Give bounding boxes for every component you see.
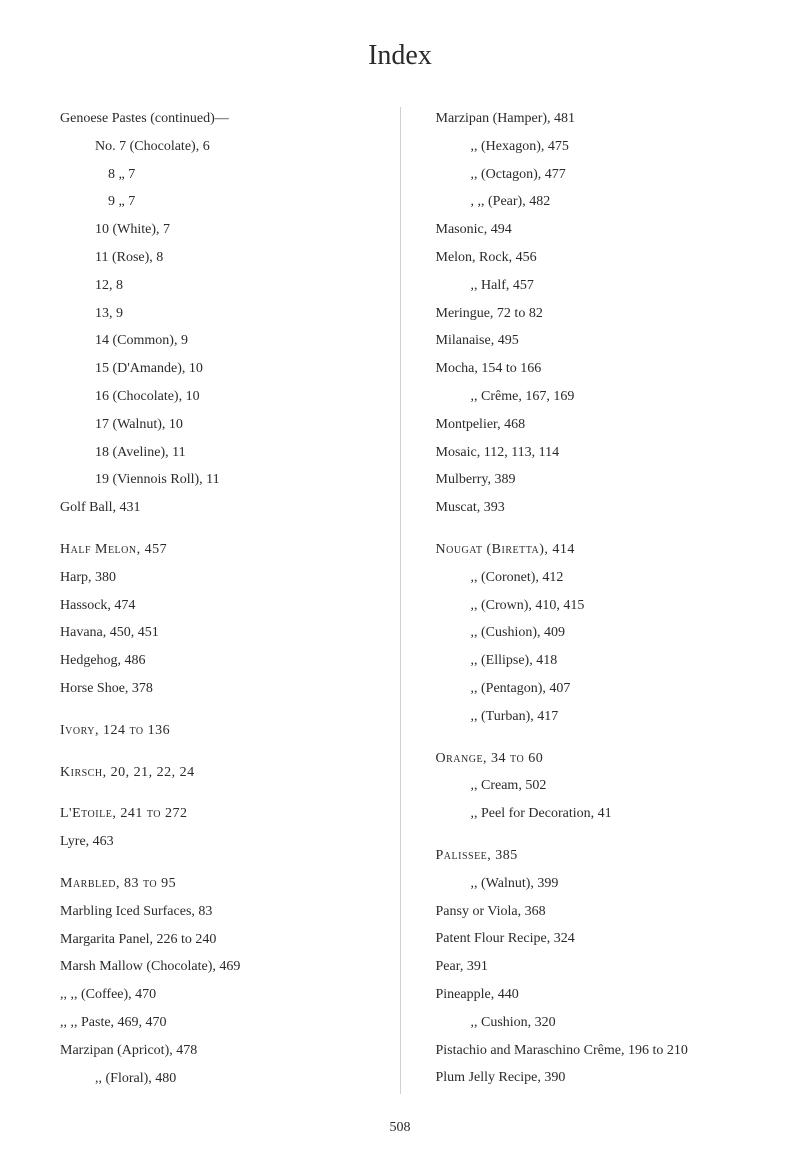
index-entry: Milanaise, 495 <box>436 329 741 353</box>
index-entry: ,, (Coronet), 412 <box>471 566 741 590</box>
index-entry: 11 (Rose), 8 <box>95 246 365 270</box>
index-entry: Muscat, 393 <box>436 496 741 520</box>
index-entry: ,, ,, (Coffee), 470 <box>60 983 365 1007</box>
index-entry: Mosaic, 112, 113, 114 <box>436 441 741 465</box>
page-title: Index <box>60 40 740 72</box>
right-column: Marzipan (Hamper), 481 ,, (Hexagon), 475… <box>436 107 741 1094</box>
index-entry: Mulberry, 389 <box>436 468 741 492</box>
index-entry: Hedgehog, 486 <box>60 649 365 673</box>
index-entry: 14 (Common), 9 <box>95 329 365 353</box>
index-entry: Patent Flour Recipe, 324 <box>436 927 741 951</box>
index-entry: ,, (Hexagon), 475 <box>471 135 741 159</box>
index-entry: Kirsch, 20, 21, 22, 24 <box>60 761 365 785</box>
index-entry: Half Melon, 457 <box>60 538 365 562</box>
index-entry: Pistachio and Maraschino Crême, 196 to 2… <box>436 1039 741 1063</box>
index-entry: Lyre, 463 <box>60 830 365 854</box>
index-entry: Pineapple, 440 <box>436 983 741 1007</box>
index-entry: Hassock, 474 <box>60 594 365 618</box>
index-entry: Montpelier, 468 <box>436 413 741 437</box>
index-entry: 16 (Chocolate), 10 <box>95 385 365 409</box>
index-entry: 19 (Viennois Roll), 11 <box>95 468 365 492</box>
index-entry: 18 (Aveline), 11 <box>95 441 365 465</box>
index-entry: Genoese Pastes (continued)— <box>60 107 365 131</box>
index-entry: Margarita Panel, 226 to 240 <box>60 928 365 952</box>
index-entry: ,, (Turban), 417 <box>471 705 741 729</box>
index-entry: Mocha, 154 to 166 <box>436 357 741 381</box>
index-entry: Marbling Iced Surfaces, 83 <box>60 900 365 924</box>
page-number: 508 <box>390 1120 411 1136</box>
index-entry: Havana, 450, 451 <box>60 621 365 645</box>
index-entry: Plum Jelly Recipe, 390 <box>436 1066 741 1090</box>
index-entry: ,, Cushion, 320 <box>471 1011 741 1035</box>
index-entry: L'Etoile, 241 to 272 <box>60 802 365 826</box>
index-entry: Nougat (Biretta), 414 <box>436 538 741 562</box>
index-entry: Palissee, 385 <box>436 844 741 868</box>
index-entry: Marzipan (Hamper), 481 <box>436 107 741 131</box>
index-entry: Horse Shoe, 378 <box>60 677 365 701</box>
index-entry: Pear, 391 <box>436 955 741 979</box>
index-entry: Marzipan (Apricot), 478 <box>60 1039 365 1063</box>
index-entry: , ,, (Pear), 482 <box>471 190 741 214</box>
index-entry: 13, 9 <box>95 302 365 326</box>
index-entry: Marbled, 83 to 95 <box>60 872 365 896</box>
index-entry: Masonic, 494 <box>436 218 741 242</box>
index-entry: ,, (Ellipse), 418 <box>471 649 741 673</box>
index-entry: 15 (D'Amande), 10 <box>95 357 365 381</box>
index-entry: ,, (Cushion), 409 <box>471 621 741 645</box>
left-column: Genoese Pastes (continued)— No. 7 (Choco… <box>60 107 365 1094</box>
index-entry: 8 „ 7 <box>108 163 365 187</box>
index-columns: Genoese Pastes (continued)— No. 7 (Choco… <box>60 107 740 1094</box>
index-entry: ,, Crême, 167, 169 <box>471 385 741 409</box>
column-divider <box>400 107 401 1094</box>
index-entry: Harp, 380 <box>60 566 365 590</box>
index-entry: ,, (Walnut), 399 <box>471 872 741 896</box>
index-entry: Marsh Mallow (Chocolate), 469 <box>60 955 365 979</box>
index-entry: ,, (Floral), 480 <box>95 1067 365 1091</box>
index-entry: ,, (Pentagon), 407 <box>471 677 741 701</box>
index-entry: Meringue, 72 to 82 <box>436 302 741 326</box>
index-entry: ,, Half, 457 <box>471 274 741 298</box>
index-entry: 17 (Walnut), 10 <box>95 413 365 437</box>
index-entry: ,, (Octagon), 477 <box>471 163 741 187</box>
index-entry: Melon, Rock, 456 <box>436 246 741 270</box>
index-entry: 9 „ 7 <box>108 190 365 214</box>
index-entry: ,, ,, Paste, 469, 470 <box>60 1011 365 1035</box>
index-entry: 10 (White), 7 <box>95 218 365 242</box>
index-entry: ,, Peel for Decoration, 41 <box>471 802 741 826</box>
index-entry: No. 7 (Chocolate), 6 <box>95 135 365 159</box>
index-entry: Golf Ball, 431 <box>60 496 365 520</box>
index-entry: 12, 8 <box>95 274 365 298</box>
index-entry: ,, Cream, 502 <box>471 774 741 798</box>
index-entry: Pansy or Viola, 368 <box>436 900 741 924</box>
index-entry: Orange, 34 to 60 <box>436 747 741 771</box>
index-entry: Ivory, 124 to 136 <box>60 719 365 743</box>
index-entry: ,, (Crown), 410, 415 <box>471 594 741 618</box>
